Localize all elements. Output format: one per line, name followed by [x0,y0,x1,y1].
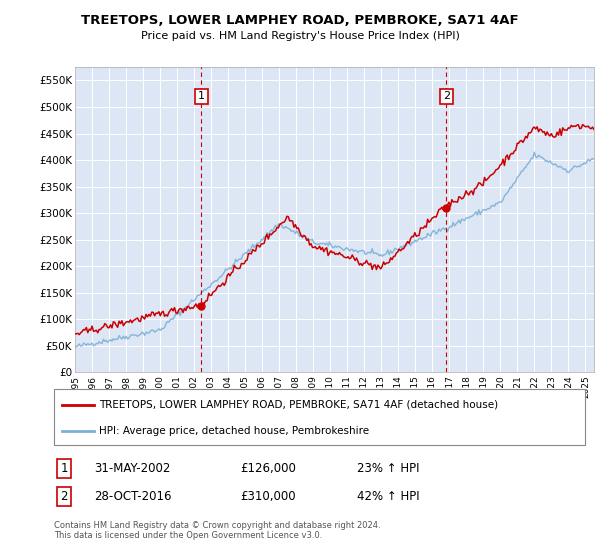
Text: £310,000: £310,000 [240,491,295,503]
Text: 2: 2 [61,491,68,503]
Text: 28-OCT-2016: 28-OCT-2016 [94,491,172,503]
Text: £126,000: £126,000 [240,461,296,475]
Text: TREETOPS, LOWER LAMPHEY ROAD, PEMBROKE, SA71 4AF: TREETOPS, LOWER LAMPHEY ROAD, PEMBROKE, … [81,14,519,27]
Text: 23% ↑ HPI: 23% ↑ HPI [356,461,419,475]
Text: 2: 2 [443,91,450,101]
Text: Contains HM Land Registry data © Crown copyright and database right 2024.: Contains HM Land Registry data © Crown c… [54,521,380,530]
Text: Price paid vs. HM Land Registry's House Price Index (HPI): Price paid vs. HM Land Registry's House … [140,31,460,41]
Text: 31-MAY-2002: 31-MAY-2002 [94,461,170,475]
Text: HPI: Average price, detached house, Pembrokeshire: HPI: Average price, detached house, Pemb… [99,426,369,436]
Text: TREETOPS, LOWER LAMPHEY ROAD, PEMBROKE, SA71 4AF (detached house): TREETOPS, LOWER LAMPHEY ROAD, PEMBROKE, … [99,400,498,410]
Text: 1: 1 [198,91,205,101]
Text: 1: 1 [61,461,68,475]
Text: 42% ↑ HPI: 42% ↑ HPI [356,491,419,503]
Text: This data is licensed under the Open Government Licence v3.0.: This data is licensed under the Open Gov… [54,531,322,540]
